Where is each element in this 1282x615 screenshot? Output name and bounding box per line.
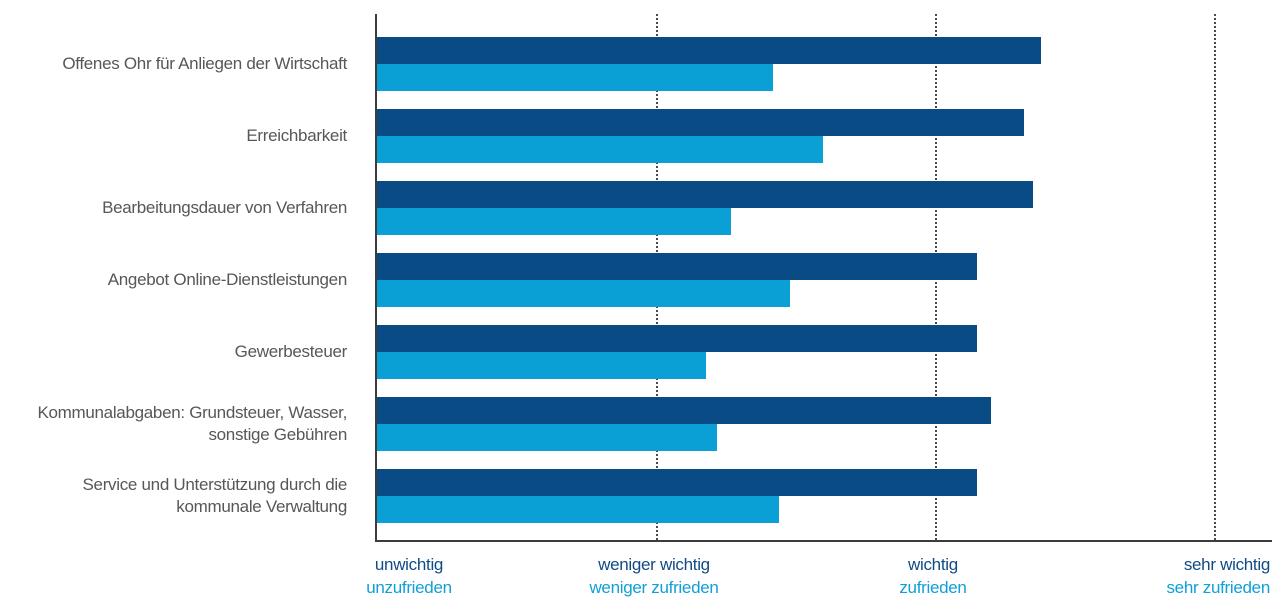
category-label: Gewerbesteuer bbox=[234, 342, 348, 361]
importance-bar bbox=[377, 109, 1025, 136]
category-label: Service und Unterstützung durch die komm… bbox=[82, 475, 348, 516]
bar-group bbox=[377, 469, 1272, 523]
satisfaction-tick-label: sehr zufrieden bbox=[1166, 578, 1270, 597]
bar-group bbox=[377, 253, 1272, 307]
bar-group bbox=[377, 397, 1272, 451]
gridline bbox=[1213, 14, 1216, 540]
plot-area bbox=[375, 14, 1272, 542]
satisfaction-bar bbox=[377, 208, 732, 235]
satisfaction-bar bbox=[377, 64, 774, 91]
category-label: Erreichbarkeit bbox=[246, 126, 347, 145]
importance-bar bbox=[377, 37, 1041, 64]
axis-tick-label: unwichtig unzufrieden bbox=[366, 553, 452, 599]
bar-rows bbox=[377, 37, 1272, 541]
importance-bar bbox=[377, 181, 1033, 208]
importance-bar bbox=[377, 325, 977, 352]
importance-bar bbox=[377, 253, 977, 280]
satisfaction-bar bbox=[377, 424, 718, 451]
category-label: Offenes Ohr für Anliegen der Wirtschaft bbox=[62, 54, 347, 73]
satisfaction-tick-label: zufrieden bbox=[899, 578, 967, 597]
category-labels: Offenes Ohr für Anliegen der Wirtschaft E… bbox=[0, 14, 347, 541]
importance-tick-label: unwichtig bbox=[374, 555, 444, 574]
importance-bar bbox=[377, 469, 977, 496]
importance-tick-label: wichtig bbox=[908, 555, 958, 574]
bar-group bbox=[377, 37, 1272, 91]
satisfaction-bar bbox=[377, 496, 779, 523]
axis-tick-label: wichtig zufrieden bbox=[899, 553, 967, 599]
axis-tick-label: weniger wichtig weniger zufrieden bbox=[589, 553, 718, 599]
category-label: Bearbeitungsdauer von Verfahren bbox=[102, 198, 347, 217]
satisfaction-tick-label: unzufrieden bbox=[366, 578, 452, 597]
importance-tick-label: weniger wichtig bbox=[598, 555, 710, 574]
satisfaction-bar bbox=[377, 136, 824, 163]
satisfaction-tick-label: weniger zufrieden bbox=[589, 578, 719, 597]
axis-tick-label: sehr wichtig sehr zufrieden bbox=[1166, 553, 1270, 599]
satisfaction-bar bbox=[377, 280, 790, 307]
bar-group bbox=[377, 181, 1272, 235]
x-axis-labels: unwichtig unzufrieden weniger wichtig we… bbox=[366, 553, 1270, 603]
bar-group bbox=[377, 109, 1272, 163]
category-label: Angebot Online-Dienstleistungen bbox=[107, 270, 348, 289]
importance-bar bbox=[377, 397, 991, 424]
satisfaction-bar bbox=[377, 352, 707, 379]
importance-tick-label: sehr wichtig bbox=[1183, 555, 1270, 574]
category-label: Kommunalabgaben: Grundsteuer, Wasser, so… bbox=[37, 403, 347, 444]
bar-group bbox=[377, 325, 1272, 379]
